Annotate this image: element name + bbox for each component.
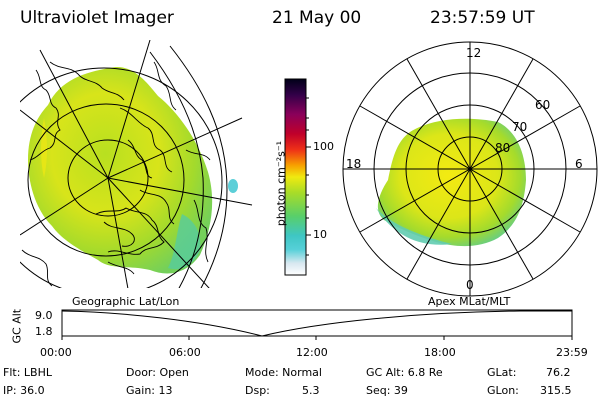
mlt-label-0: 0 bbox=[466, 278, 474, 292]
info-seq: Seq: 39 bbox=[366, 384, 408, 397]
orbit-y-top: 9.0 bbox=[35, 309, 53, 322]
mlt-label-18: 18 bbox=[346, 157, 362, 171]
info-glon-label: GLon: bbox=[487, 384, 519, 397]
info-glat-label: GLat: bbox=[487, 366, 517, 379]
lat-label-60: 60 bbox=[535, 98, 551, 112]
colorbar-tick-10: 10 bbox=[313, 228, 327, 241]
colorbar bbox=[284, 78, 311, 276]
observation-date: 21 May 00 bbox=[272, 8, 362, 28]
time-tick-3: 18:00 bbox=[424, 346, 456, 359]
polar-aurora-region bbox=[377, 118, 526, 247]
geographic-image bbox=[20, 40, 253, 288]
auroral-patch bbox=[228, 179, 238, 193]
geographic-aurora-region bbox=[28, 66, 213, 274]
time-tick-4: 23:59 bbox=[556, 346, 588, 359]
info-ip: IP: 36.0 bbox=[3, 384, 45, 397]
orbit-altitude-plot bbox=[61, 309, 573, 340]
info-glat-value: 76.2 bbox=[546, 366, 571, 379]
geographic-panel-label: Geographic Lat/Lon bbox=[72, 295, 180, 308]
observation-time: 23:57:59 UT bbox=[430, 8, 535, 28]
colorbar-unit-label: photon cm⁻²s⁻¹ bbox=[274, 140, 288, 227]
info-gc-alt: GC Alt: 6.8 Re bbox=[366, 366, 443, 379]
info-door: Door: Open bbox=[126, 366, 189, 379]
mlt-label-6: 6 bbox=[575, 157, 583, 171]
info-filter: Flt: LBHL bbox=[3, 366, 52, 379]
lat-label-70: 70 bbox=[512, 120, 528, 134]
time-tick-1: 06:00 bbox=[169, 346, 201, 359]
instrument-title: Ultraviolet Imager bbox=[20, 8, 174, 28]
info-mode: Mode: Normal bbox=[245, 366, 322, 379]
time-tick-2: 12:00 bbox=[296, 346, 328, 359]
info-dsp-label: Dsp: bbox=[245, 384, 270, 397]
orbit-y-bottom: 1.8 bbox=[35, 325, 53, 338]
info-glon-value: 315.5 bbox=[540, 384, 572, 397]
polar-plot bbox=[342, 41, 598, 297]
colorbar-tick-100: 100 bbox=[313, 140, 334, 153]
apex-panel-label: Apex MLat/MLT bbox=[428, 295, 511, 308]
info-dsp-value: 5.3 bbox=[302, 384, 320, 397]
info-gain: Gain: 13 bbox=[126, 384, 173, 397]
time-tick-0: 00:00 bbox=[40, 346, 72, 359]
mlt-label-12: 12 bbox=[466, 46, 482, 60]
orbit-axis-label: GC Alt bbox=[10, 308, 24, 344]
lat-label-80: 80 bbox=[495, 141, 511, 155]
